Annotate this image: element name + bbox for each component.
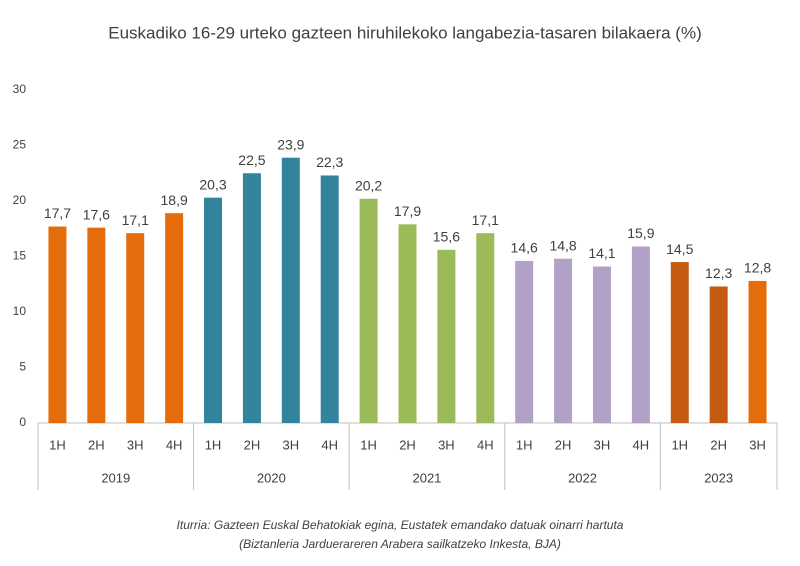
x-tick-label: 4H: [321, 437, 338, 452]
data-label: 22,5: [238, 152, 265, 168]
bar: [359, 198, 378, 423]
data-label: 17,7: [44, 205, 71, 221]
x-tick-label: 2H: [88, 437, 105, 452]
y-tick-label: 15: [13, 249, 27, 263]
x-tick-label: 2H: [555, 437, 572, 452]
bar: [748, 280, 767, 423]
data-label: 14,8: [549, 237, 576, 253]
y-tick-label: 25: [13, 138, 27, 152]
data-label: 12,3: [705, 265, 732, 281]
data-label: 18,9: [161, 192, 188, 208]
bar: [437, 249, 456, 423]
data-label: 17,6: [83, 206, 110, 222]
bar: [48, 226, 67, 423]
group-label: 2021: [412, 470, 441, 485]
y-tick-label: 20: [13, 193, 27, 207]
source-note: Iturria: Gazteen Euskal Behatokiak egina…: [177, 518, 624, 532]
x-tick-label: 3H: [283, 437, 300, 452]
bar: [631, 246, 650, 423]
y-tick-label: 0: [19, 415, 26, 429]
data-label: 15,6: [433, 229, 460, 245]
x-tick-label: 3H: [127, 437, 144, 452]
bar: [476, 233, 495, 423]
bar: [320, 175, 339, 423]
source-note: (Biztanleria Jarduerareren Arabera sailk…: [239, 537, 561, 551]
group-label: 2020: [257, 470, 286, 485]
bar: [281, 157, 300, 423]
x-tick-label: 4H: [633, 437, 650, 452]
group-label: 2023: [704, 470, 733, 485]
x-tick-label: 3H: [749, 437, 766, 452]
bar: [592, 266, 611, 423]
x-tick-label: 1H: [49, 437, 66, 452]
bar: [515, 260, 534, 423]
data-label: 17,9: [394, 203, 421, 219]
bar: [398, 224, 417, 423]
bar: [165, 213, 184, 423]
group-label: 2019: [101, 470, 130, 485]
y-tick-label: 30: [13, 82, 27, 96]
y-tick-label: 5: [19, 360, 26, 374]
data-label: 14,5: [666, 241, 693, 257]
x-tick-label: 3H: [594, 437, 611, 452]
x-tick-label: 1H: [205, 437, 222, 452]
x-tick-label: 1H: [516, 437, 533, 452]
x-tick-label: 4H: [477, 437, 494, 452]
data-label: 22,3: [316, 154, 343, 170]
bar: [126, 233, 145, 423]
x-tick-label: 1H: [671, 437, 688, 452]
bar: [670, 262, 689, 423]
bar: [554, 258, 573, 423]
data-label: 17,1: [472, 212, 499, 228]
chart-title: Euskadiko 16-29 urteko gazteen hiruhilek…: [108, 23, 701, 42]
bar: [242, 173, 261, 423]
x-tick-label: 1H: [360, 437, 377, 452]
bar: [87, 227, 106, 423]
data-label: 14,6: [511, 240, 538, 256]
x-tick-label: 4H: [166, 437, 183, 452]
x-tick-label: 3H: [438, 437, 455, 452]
data-label: 17,1: [122, 212, 149, 228]
y-tick-label: 10: [13, 304, 27, 318]
data-label: 23,9: [277, 136, 304, 152]
x-tick-label: 2H: [710, 437, 727, 452]
data-label: 20,3: [199, 176, 226, 192]
data-label: 14,1: [588, 245, 615, 261]
bar: [709, 286, 728, 423]
data-label: 12,8: [744, 260, 771, 276]
data-label: 20,2: [355, 177, 382, 193]
bar: [204, 197, 223, 423]
x-tick-label: 2H: [244, 437, 261, 452]
data-label: 15,9: [627, 225, 654, 241]
group-label: 2022: [568, 470, 597, 485]
x-tick-label: 2H: [399, 437, 416, 452]
